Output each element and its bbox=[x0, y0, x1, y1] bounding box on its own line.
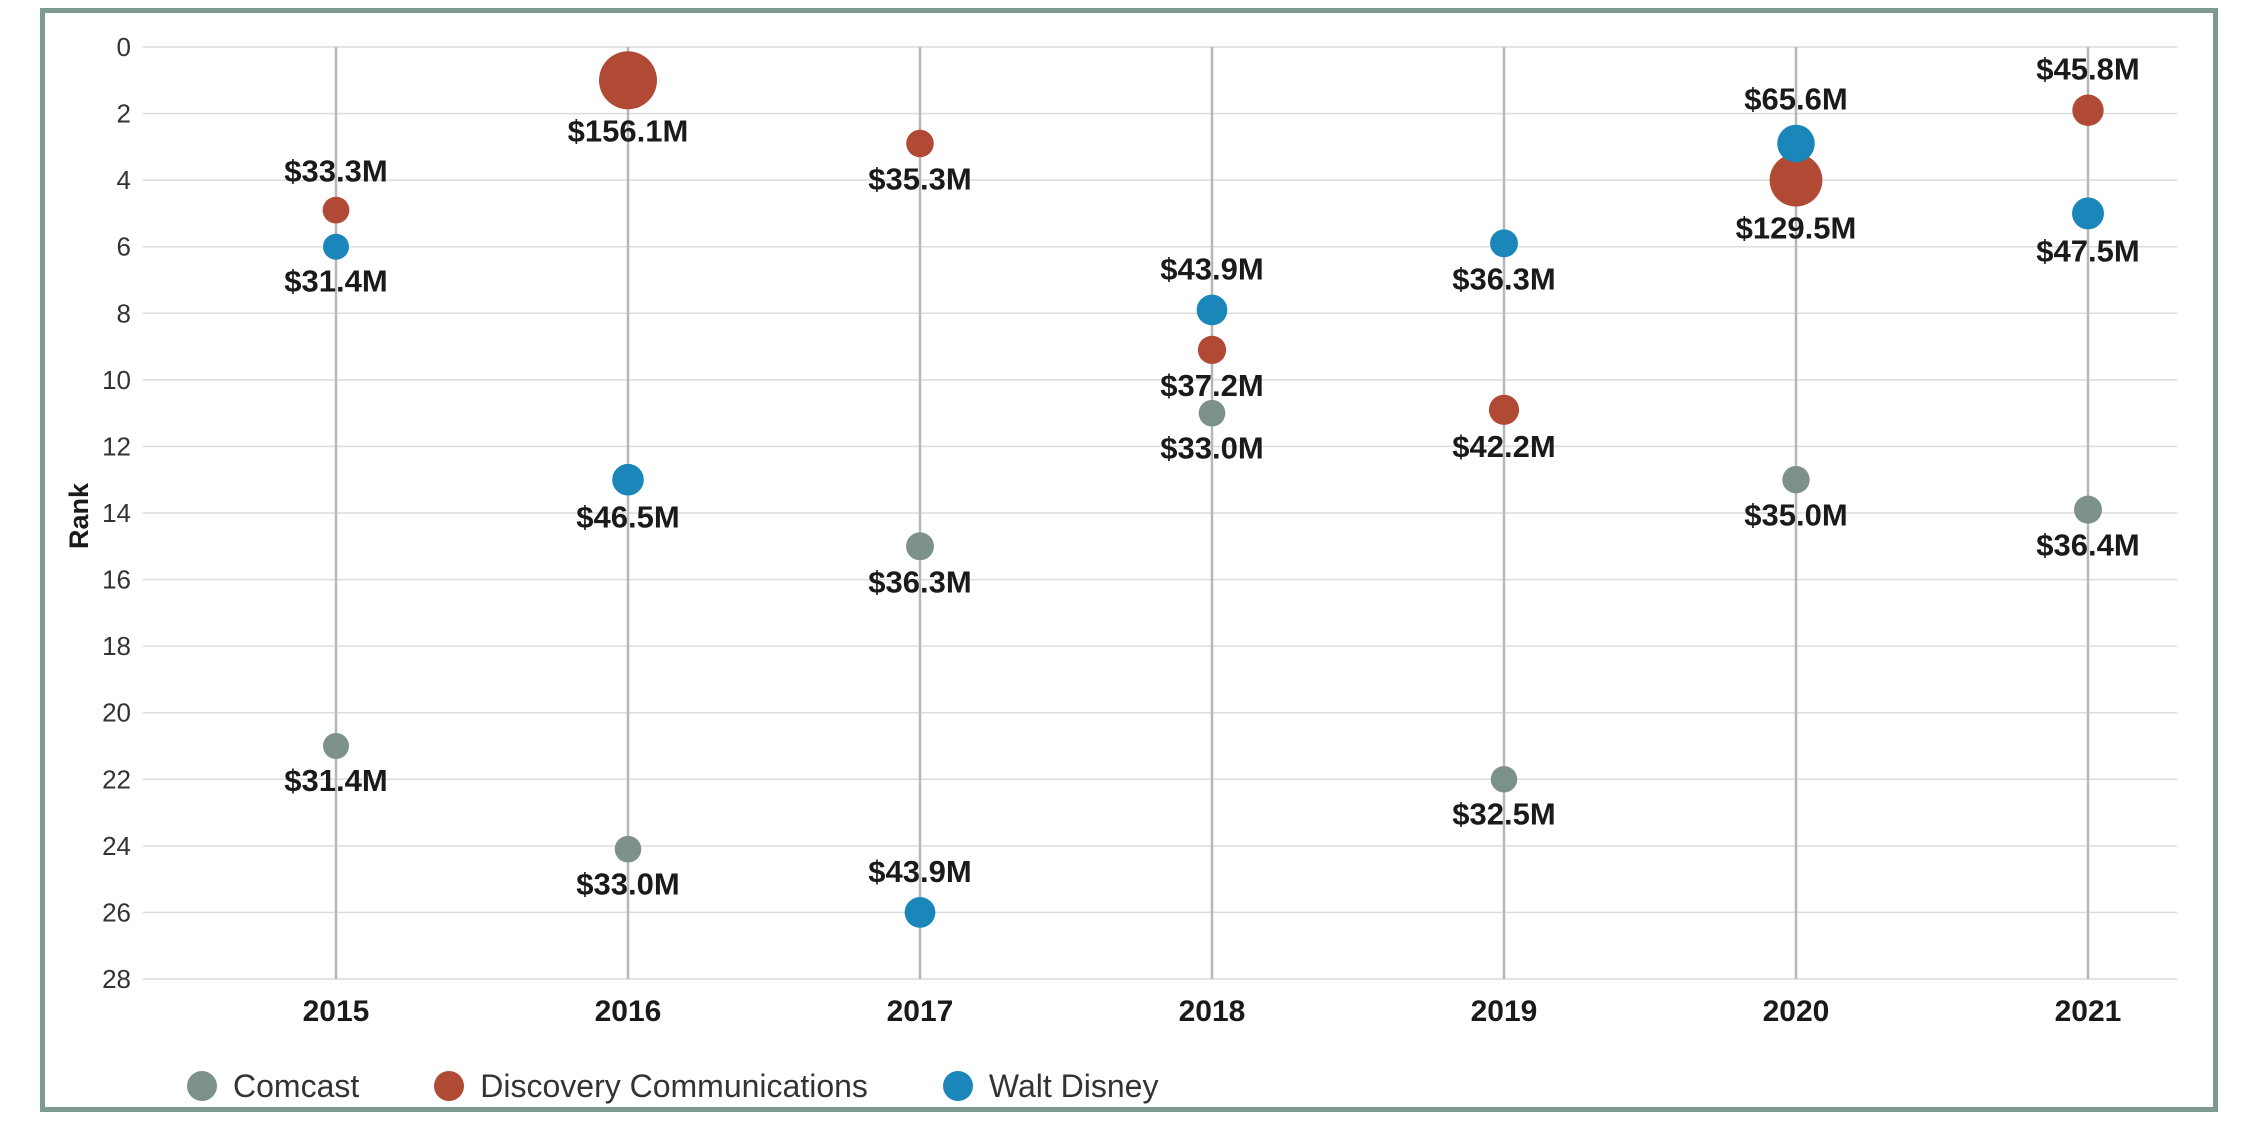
point-walt-disney-2018 bbox=[1196, 294, 1228, 326]
x-tick-label: 2016 bbox=[595, 995, 662, 1028]
gridlines bbox=[143, 46, 2177, 980]
point-discovery-communications-2016 bbox=[599, 51, 657, 110]
data-label-walt-disney-2020: $65.6M bbox=[1744, 82, 1847, 117]
legend-swatch bbox=[434, 1071, 465, 1101]
point-walt-disney-2017 bbox=[904, 897, 936, 928]
x-tick-label: 2018 bbox=[1179, 995, 1246, 1028]
point-comcast-2017 bbox=[906, 532, 934, 561]
data-label-walt-disney-2021: $47.5M bbox=[2036, 233, 2139, 268]
point-walt-disney-2015 bbox=[323, 233, 349, 260]
x-tick-label: 2019 bbox=[1471, 995, 1538, 1028]
point-comcast-2020 bbox=[1782, 465, 1810, 494]
data-label-comcast-2015: $31.4M bbox=[284, 763, 387, 798]
y-axis-title: Rank bbox=[64, 482, 94, 549]
y-tick-label: 24 bbox=[102, 831, 131, 861]
data-label-walt-disney-2018: $43.9M bbox=[1160, 252, 1263, 287]
legend-item-comcast: Comcast bbox=[187, 1068, 359, 1105]
x-tick-label: 2021 bbox=[2055, 995, 2122, 1028]
data-label-comcast-2016: $33.0M bbox=[576, 867, 679, 902]
y-tick-label: 14 bbox=[102, 498, 131, 528]
point-comcast-2019 bbox=[1490, 766, 1518, 793]
data-label-discovery-communications-2017: $35.3M bbox=[868, 161, 971, 196]
point-discovery-communications-2015 bbox=[322, 196, 350, 224]
y-tick-label: 18 bbox=[102, 631, 131, 661]
legend: Comcast Discovery Communications Walt Disn… bbox=[187, 1066, 1233, 1106]
legend-swatch bbox=[942, 1071, 973, 1101]
data-label-comcast-2020: $35.0M bbox=[1744, 497, 1847, 532]
data-points bbox=[322, 51, 2104, 928]
x-axis-ticks: 2015 2016 2017 2018 2019 2020 2021 bbox=[303, 995, 2122, 1028]
point-discovery-communications-2018 bbox=[1197, 335, 1227, 365]
y-tick-label: 28 bbox=[102, 964, 131, 994]
data-labels: $31.4M $33.0M $36.3M $33.0M $32.5M $35.0M $36.… bbox=[284, 52, 2139, 902]
data-label-walt-disney-2015: $31.4M bbox=[284, 264, 387, 299]
point-discovery-communications-2021 bbox=[2072, 94, 2104, 126]
data-label-discovery-communications-2018: $37.2M bbox=[1160, 368, 1263, 403]
y-tick-label: 20 bbox=[102, 698, 131, 728]
data-label-comcast-2019: $32.5M bbox=[1452, 797, 1555, 832]
point-discovery-communications-2020 bbox=[1769, 153, 1823, 207]
point-comcast-2015 bbox=[323, 733, 349, 759]
point-discovery-communications-2019 bbox=[1488, 394, 1520, 425]
y-tick-label: 26 bbox=[102, 897, 131, 927]
y-tick-label: 6 bbox=[117, 232, 131, 262]
x-tick-label: 2020 bbox=[1763, 995, 1830, 1028]
point-walt-disney-2021 bbox=[2072, 197, 2104, 230]
y-tick-label: 2 bbox=[117, 99, 131, 129]
y-tick-label: 8 bbox=[117, 298, 131, 328]
chart-frame: 0 2 4 6 8 10 12 14 16 18 20 22 24 26 28 2015 2016 2017 20… bbox=[40, 8, 2218, 1112]
y-tick-label: 12 bbox=[102, 431, 131, 461]
legend-label: Walt Disney bbox=[988, 1067, 1159, 1104]
legend-label: Comcast bbox=[233, 1067, 360, 1104]
y-tick-label: 10 bbox=[102, 365, 131, 395]
point-walt-disney-2019 bbox=[1490, 229, 1518, 258]
data-label-discovery-communications-2015: $33.3M bbox=[284, 154, 387, 189]
data-label-comcast-2017: $36.3M bbox=[868, 564, 971, 599]
y-tick-label: 22 bbox=[102, 764, 131, 794]
data-label-walt-disney-2019: $36.3M bbox=[1452, 261, 1555, 296]
legend-item-walt-disney: Walt Disney bbox=[942, 1067, 1159, 1105]
x-tick-label: 2017 bbox=[887, 995, 954, 1028]
data-label-discovery-communications-2021: $45.8M bbox=[2036, 52, 2139, 87]
data-label-comcast-2021: $36.4M bbox=[2036, 528, 2139, 563]
point-walt-disney-2016 bbox=[612, 463, 644, 496]
point-discovery-communications-2017 bbox=[906, 129, 934, 158]
data-label-comcast-2018: $33.0M bbox=[1160, 430, 1263, 465]
data-label-walt-disney-2017: $43.9M bbox=[868, 854, 971, 889]
point-walt-disney-2020 bbox=[1777, 124, 1815, 163]
data-label-walt-disney-2016: $46.5M bbox=[576, 500, 679, 535]
data-label-discovery-communications-2016: $156.1M bbox=[568, 113, 689, 148]
x-tick-label: 2015 bbox=[303, 995, 370, 1028]
legend-label: Discovery Communications bbox=[480, 1067, 868, 1104]
y-tick-label: 16 bbox=[102, 565, 131, 595]
legend-item-discovery-communications: Discovery Communications bbox=[434, 1068, 868, 1105]
data-label-discovery-communications-2020: $129.5M bbox=[1736, 211, 1857, 246]
y-tick-label: 0 bbox=[117, 32, 131, 62]
legend-swatch bbox=[187, 1071, 217, 1101]
point-comcast-2016 bbox=[614, 835, 642, 863]
point-comcast-2021 bbox=[2074, 495, 2102, 524]
data-label-discovery-communications-2019: $42.2M bbox=[1452, 429, 1555, 464]
point-comcast-2018 bbox=[1198, 399, 1226, 427]
y-tick-label: 4 bbox=[117, 165, 131, 195]
